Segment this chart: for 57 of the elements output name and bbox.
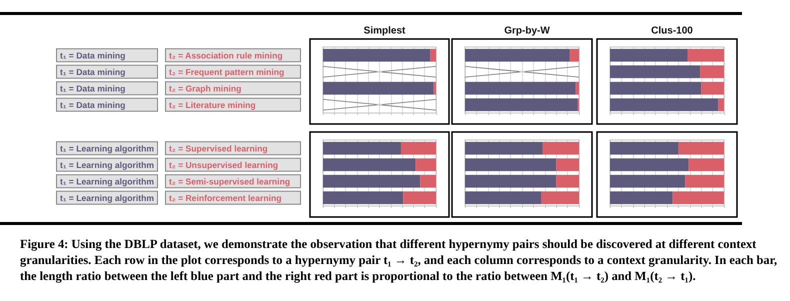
bar (610, 142, 678, 155)
bar (678, 142, 724, 155)
chart-title: Simplest (364, 26, 406, 36)
bar (465, 158, 556, 172)
chart-title: Grp-by-W (504, 26, 550, 36)
bar (688, 48, 724, 62)
bar (556, 158, 579, 172)
bar (688, 158, 724, 172)
bar (610, 65, 700, 78)
bar (323, 158, 416, 172)
bar (576, 82, 579, 95)
y-tick-label: t₂ = Graph mining (169, 83, 242, 94)
bar (465, 191, 542, 204)
bar (701, 82, 724, 95)
caption: Figure 4: Using the DBLP dataset, we demonstrate the observation that different hypernymy pairs should be discovered at different context granularities. Each row in the plot corresponds to a hypernymy pair t₁ → t₂, and each column corresponds to a context granularity. In each bar, the length ratio between the left blue part and the right red part is proportional to the ratio between M₁(t₁ → t₂) and M₁(t₂ → t₁). (20, 236, 778, 284)
bar (323, 142, 401, 155)
bar (416, 158, 436, 172)
bar (465, 98, 578, 112)
y-tick-label: t₂ = Semi-supervised learning (169, 176, 290, 186)
bar (610, 158, 689, 172)
y2-tick-label: t₁ = Learning algorithm (60, 143, 154, 154)
bar (323, 191, 404, 204)
bar (610, 191, 673, 204)
bar (610, 174, 686, 188)
bar (541, 191, 579, 204)
y2-tick-label: t₁ = Data mining (60, 66, 126, 77)
bar (420, 174, 436, 188)
bar (400, 142, 436, 155)
y2-tick-label: t₁ = Data mining (60, 50, 126, 60)
y-tick-label: t₂ = Reinforcement learning (169, 192, 282, 203)
y-tick-label: t₂ = Supervised learning (169, 143, 268, 154)
y-tick-label: t₂ = Frequent pattern mining (169, 66, 284, 77)
bar (672, 191, 724, 204)
bar (556, 174, 579, 188)
bar (403, 191, 436, 204)
bar (718, 98, 724, 112)
y-tick-label: t₂ = Literature mining (169, 100, 256, 110)
y2-tick-label: t₁ = Data mining (60, 83, 126, 94)
bar (465, 48, 570, 62)
y2-tick-label: t₁ = Learning algorithm (60, 176, 154, 186)
y-tick-label: t₂ = Association rule mining (169, 50, 283, 60)
y2-tick-label: t₁ = Data mining (60, 100, 126, 110)
y2-tick-label: t₁ = Learning algorithm (60, 160, 154, 170)
y-tick-label: t₂ = Unsupervised learning (169, 160, 278, 170)
bar (570, 48, 579, 62)
bar (610, 82, 702, 95)
bar (542, 142, 579, 155)
bar (465, 82, 576, 95)
bar (610, 98, 718, 112)
bar (610, 48, 688, 62)
bar (700, 65, 724, 78)
bar (465, 142, 543, 155)
bar (465, 174, 556, 188)
chart-title: Clus-100 (651, 26, 694, 36)
bar (323, 174, 420, 188)
y2-tick-label: t₁ = Learning algorithm (60, 192, 154, 203)
bar (685, 174, 724, 188)
